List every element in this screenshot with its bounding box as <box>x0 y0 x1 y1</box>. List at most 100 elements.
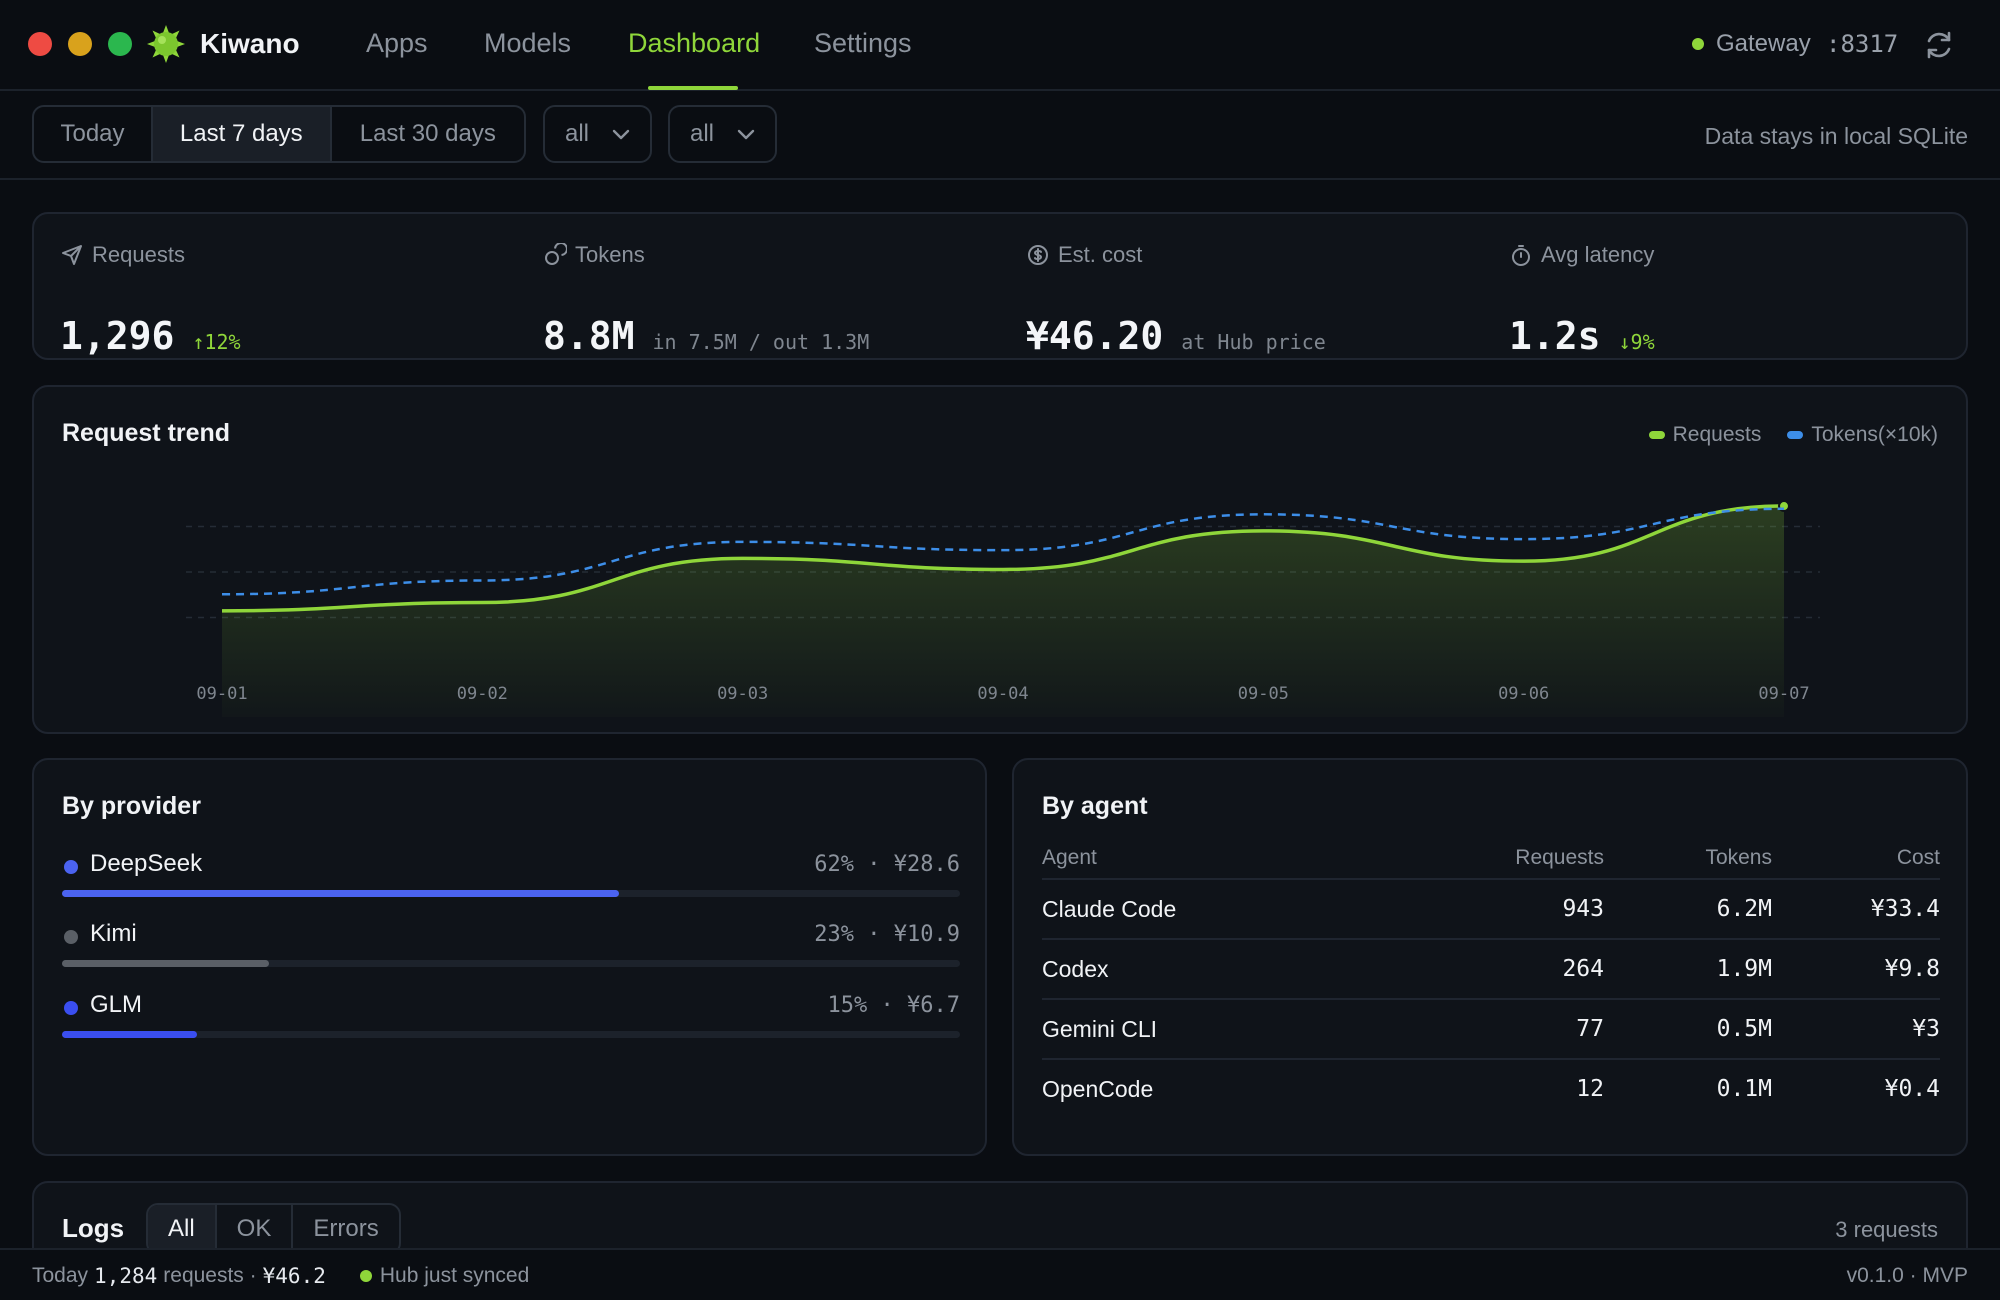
send-icon <box>62 245 82 265</box>
agent-tokens: 6.2M <box>1716 896 1772 922</box>
range-last-7-days[interactable]: Last 7 days <box>153 107 332 161</box>
legend-tokens-label: Tokens(×10k) <box>1811 423 1938 446</box>
x-tick-label: 09-02 <box>457 684 508 704</box>
provider-name: Kimi <box>90 920 137 947</box>
by-provider-card: By provider DeepSeek 62% · ¥28.6 Kimi 23… <box>32 758 987 1156</box>
nav-models[interactable]: Models <box>484 28 572 58</box>
legend-requests[interactable]: Requests <box>1648 423 1762 447</box>
nav-settings[interactable]: Settings <box>814 28 912 58</box>
date-range-selector: Today Last 7 days Last 30 days <box>32 105 526 163</box>
stat-requests: Requests 1,296 ↑12% <box>60 242 241 358</box>
x-tick-label: 09-03 <box>717 684 768 704</box>
filter-dropdown-2[interactable]: all <box>668 105 777 163</box>
x-tick-label: 09-04 <box>977 684 1028 704</box>
col-cost: Cost <box>1896 846 1940 869</box>
provider-name: GLM <box>90 991 143 1018</box>
range-today[interactable]: Today <box>34 107 154 161</box>
provider-bar-fill <box>62 960 269 967</box>
request-trend-card: Request trend Requests Tokens(×10k) 09-0… <box>32 385 1968 734</box>
stat-tokens-value: 8.8M <box>543 314 635 358</box>
today-label: Today <box>32 1264 89 1287</box>
agent-title: By agent <box>1042 792 1148 820</box>
logs-tab-ok[interactable]: OK <box>217 1205 294 1253</box>
filter-dropdown-1[interactable]: all <box>543 105 652 163</box>
table-row[interactable]: OpenCode 12 0.1M ¥0.4 <box>1042 1060 1940 1120</box>
stat-requests-value: 1,296 <box>60 314 175 358</box>
minimize-window-button[interactable] <box>68 32 92 56</box>
stat-requests-label: Requests <box>92 242 185 267</box>
nav-apps[interactable]: Apps <box>366 28 428 58</box>
logs-title: Logs <box>62 1213 125 1243</box>
chevron-down-icon <box>612 129 630 140</box>
trend-title: Request trend <box>62 419 231 447</box>
maximize-window-button[interactable] <box>108 32 132 56</box>
provider-name: DeepSeek <box>90 850 203 877</box>
close-window-button[interactable] <box>28 32 52 56</box>
agent-table-header: Agent Requests Tokens Cost <box>1042 840 1940 880</box>
app-version: v0.1.0 · MVP <box>1846 1264 1968 1287</box>
agent-name: Claude Code <box>1042 896 1177 922</box>
agent-requests: 264 <box>1562 956 1604 982</box>
col-tokens: Tokens <box>1705 846 1772 869</box>
agent-cost: ¥9.8 <box>1884 956 1940 982</box>
logs-tab-all[interactable]: All <box>148 1205 217 1253</box>
trend-chart: 09-01 09-02 09-03 09-04 09-05 09-06 09-07 <box>186 500 1820 717</box>
stat-cost-value: ¥46.20 <box>1026 314 1164 358</box>
gateway-status-dot <box>1692 38 1704 50</box>
provider-bar-track <box>62 960 960 967</box>
app-name: Kiwano <box>200 28 300 59</box>
filter-dropdown-2-value: all <box>690 120 715 147</box>
agent-name: OpenCode <box>1042 1076 1154 1102</box>
top-bar: Kiwano Apps Models Dashboard Settings Ga… <box>0 0 2000 91</box>
agent-name: Gemini CLI <box>1042 1016 1158 1042</box>
stat-cost: Est. cost ¥46.20 at Hub price <box>1026 242 1326 358</box>
col-requests: Requests <box>1515 846 1604 869</box>
kiwano-logo-icon <box>147 25 185 63</box>
series-line-1 <box>221 507 1785 596</box>
agent-requests: 77 <box>1576 1016 1604 1042</box>
today-cost: ¥46.2 <box>262 1264 326 1288</box>
agent-cost: ¥3 <box>1912 1016 1940 1042</box>
coins-icon <box>545 243 567 265</box>
stat-cost-label: Est. cost <box>1058 242 1143 267</box>
table-row[interactable]: Codex 264 1.9M ¥9.8 <box>1042 940 1940 1000</box>
logs-tab-errors[interactable]: Errors <box>313 1215 379 1242</box>
today-summary: Today 1,284 requests · ¥46.2 Hub just sy… <box>32 1264 529 1288</box>
today-requests: 1,284 <box>94 1264 158 1288</box>
table-row[interactable]: Claude Code 943 6.2M ¥33.4 <box>1042 880 1940 940</box>
dollar-circle-icon <box>1028 245 1048 265</box>
col-agent: Agent <box>1042 846 1097 869</box>
logs-count: 3 requests <box>1835 1217 1938 1242</box>
requests-word: requests · <box>163 1264 257 1287</box>
refresh-icon[interactable] <box>1922 28 1956 62</box>
provider-share: 62% · ¥28.6 <box>814 852 960 877</box>
agent-requests: 943 <box>1562 896 1604 922</box>
chevron-down-icon <box>737 129 755 140</box>
range-last-30-days[interactable]: Last 30 days <box>359 120 496 147</box>
legend-tokens[interactable]: Tokens(×10k) <box>1787 423 1938 447</box>
stat-latency-delta: ↓9% <box>1618 330 1655 354</box>
legend-requests-label: Requests <box>1672 423 1762 446</box>
stat-cost-note: at Hub price <box>1181 330 1326 354</box>
x-tick-label: 09-06 <box>1498 684 1549 704</box>
agent-tokens: 0.5M <box>1716 1016 1772 1042</box>
sync-status-dot <box>359 1270 372 1282</box>
provider-color-dot <box>64 930 78 944</box>
provider-title: By provider <box>62 792 201 820</box>
provider-color-dot <box>64 860 78 874</box>
provider-share: 23% · ¥10.9 <box>814 922 960 947</box>
status-bar: Today 1,284 requests · ¥46.2 Hub just sy… <box>0 1248 2000 1300</box>
filter-dropdown-1-value: all <box>565 120 590 147</box>
provider-bar-fill <box>62 890 619 897</box>
nav-dashboard[interactable]: Dashboard <box>628 28 761 58</box>
x-tick-label: 09-01 <box>196 684 247 704</box>
stopwatch-icon <box>1512 245 1530 266</box>
agent-tokens: 0.1M <box>1716 1076 1772 1102</box>
table-row[interactable]: Gemini CLI 77 0.5M ¥3 <box>1042 1000 1940 1060</box>
stats-card: Requests 1,296 ↑12% Tokens 8.8M in 7.5M … <box>32 212 1968 360</box>
gateway-port: :8317 <box>1826 30 1899 58</box>
stat-tokens: Tokens 8.8M in 7.5M / out 1.3M <box>543 242 869 358</box>
provider-bar-track <box>62 1031 960 1038</box>
series-line-0 <box>221 504 1785 613</box>
filter-bar: Today Last 7 days Last 30 days all all D… <box>0 91 2000 180</box>
